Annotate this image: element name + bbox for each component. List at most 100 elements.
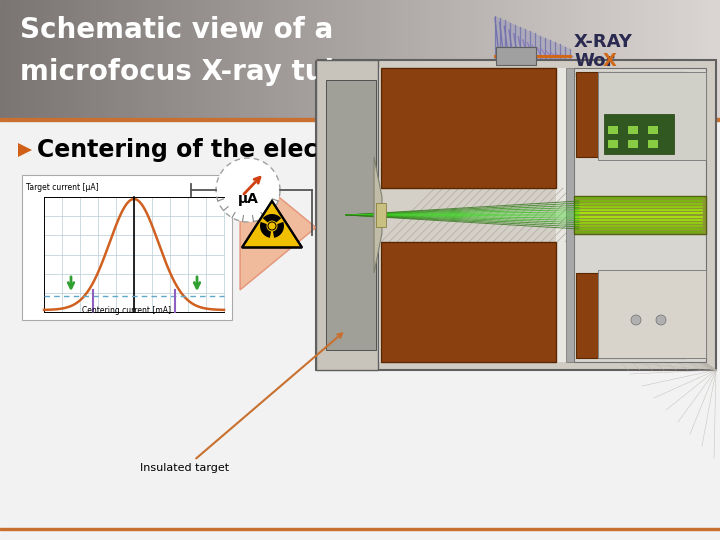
- Bar: [0, 0, 7, 118]
- Bar: [381, 242, 556, 362]
- Bar: [381, 188, 556, 242]
- Bar: [210, 0, 217, 118]
- Bar: [381, 68, 556, 188]
- Bar: [316, 60, 716, 370]
- Bar: [90, 0, 97, 118]
- Polygon shape: [495, 16, 570, 96]
- Polygon shape: [240, 165, 316, 290]
- Bar: [504, 0, 511, 118]
- Bar: [396, 0, 403, 118]
- Bar: [276, 0, 284, 118]
- Bar: [612, 0, 619, 118]
- Bar: [18, 0, 25, 118]
- Bar: [336, 0, 343, 118]
- Bar: [42, 0, 50, 118]
- Bar: [138, 0, 145, 118]
- Bar: [618, 0, 626, 118]
- Bar: [474, 0, 482, 118]
- Bar: [258, 0, 266, 118]
- Bar: [348, 0, 356, 118]
- Bar: [492, 0, 500, 118]
- Bar: [270, 0, 277, 118]
- Bar: [558, 0, 565, 118]
- Bar: [30, 0, 37, 118]
- Bar: [496, 47, 536, 65]
- Bar: [354, 0, 361, 118]
- Bar: [180, 0, 187, 118]
- Bar: [654, 0, 662, 118]
- Bar: [228, 0, 235, 118]
- Bar: [702, 0, 709, 118]
- Bar: [660, 0, 667, 118]
- Bar: [372, 0, 379, 118]
- Bar: [326, 80, 376, 350]
- Bar: [102, 0, 109, 118]
- Bar: [576, 273, 686, 358]
- Bar: [360, 0, 367, 118]
- Bar: [522, 0, 529, 118]
- Bar: [240, 0, 248, 118]
- Bar: [498, 0, 505, 118]
- Circle shape: [268, 221, 276, 231]
- Bar: [534, 0, 541, 118]
- Bar: [468, 0, 475, 118]
- Text: Schematic view of a: Schematic view of a: [20, 16, 333, 44]
- Bar: [204, 0, 212, 118]
- Bar: [576, 0, 583, 118]
- Bar: [574, 68, 706, 362]
- Bar: [300, 0, 307, 118]
- Bar: [546, 0, 554, 118]
- Bar: [66, 0, 73, 118]
- Bar: [480, 0, 487, 118]
- Bar: [570, 0, 577, 118]
- Bar: [246, 0, 253, 118]
- Bar: [22, 175, 232, 320]
- Bar: [282, 0, 289, 118]
- Polygon shape: [273, 222, 284, 238]
- Bar: [342, 0, 349, 118]
- Text: Centering current [mA]: Centering current [mA]: [83, 306, 171, 315]
- Bar: [714, 0, 720, 118]
- Bar: [150, 0, 158, 118]
- Bar: [264, 0, 271, 118]
- Polygon shape: [242, 201, 302, 247]
- Polygon shape: [263, 214, 282, 222]
- Bar: [114, 0, 122, 118]
- Bar: [168, 0, 176, 118]
- Circle shape: [631, 315, 641, 325]
- Bar: [604, 114, 674, 154]
- Bar: [672, 0, 680, 118]
- Bar: [132, 0, 140, 118]
- Bar: [108, 0, 115, 118]
- Text: Insulated target: Insulated target: [140, 333, 342, 473]
- Bar: [0, 120, 720, 540]
- Bar: [156, 0, 163, 118]
- Bar: [426, 0, 433, 118]
- Bar: [486, 0, 493, 118]
- Bar: [582, 0, 590, 118]
- Bar: [376, 203, 386, 227]
- Polygon shape: [374, 157, 382, 273]
- Polygon shape: [18, 143, 32, 157]
- Bar: [444, 0, 451, 118]
- Bar: [294, 0, 302, 118]
- Bar: [598, 72, 706, 160]
- Bar: [628, 126, 638, 134]
- Bar: [192, 0, 199, 118]
- Bar: [528, 0, 536, 118]
- Text: X: X: [603, 52, 617, 70]
- Bar: [60, 0, 68, 118]
- Bar: [594, 0, 601, 118]
- Bar: [288, 0, 295, 118]
- Bar: [648, 140, 658, 148]
- Bar: [36, 0, 43, 118]
- Bar: [462, 0, 469, 118]
- Bar: [402, 0, 410, 118]
- Bar: [690, 0, 698, 118]
- Bar: [648, 126, 658, 134]
- Bar: [708, 0, 716, 118]
- Bar: [252, 0, 259, 118]
- Bar: [648, 0, 655, 118]
- Bar: [216, 0, 223, 118]
- Polygon shape: [260, 222, 271, 238]
